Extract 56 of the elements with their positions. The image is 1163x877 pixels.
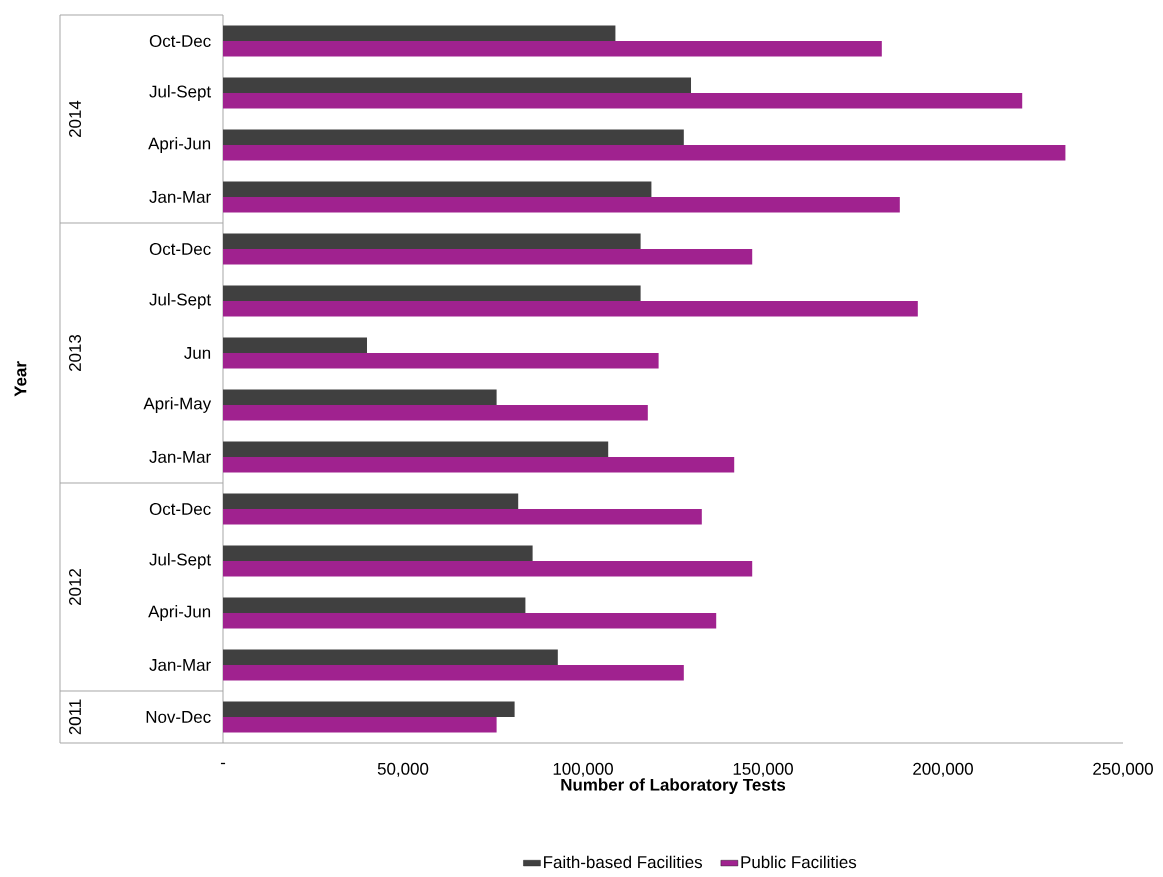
bar (223, 560, 753, 577)
bar (223, 181, 652, 197)
y-tick-label: Apri-Jun (148, 137, 211, 153)
y-tick-label: Jul-Sept (149, 293, 212, 309)
y-tick-label: Apri-May (143, 397, 212, 413)
bar (223, 285, 641, 301)
text: 2013 (69, 334, 82, 371)
y-tick-label: Oct-Dec (149, 502, 211, 515)
bar (223, 40, 882, 57)
bar (223, 404, 648, 421)
x-tick-label: 50,000 (377, 762, 429, 777)
bar (223, 701, 515, 717)
x-tick-label: 150,000 (733, 762, 793, 777)
bar (223, 545, 533, 561)
y-tick-label: Apri-Jun (148, 605, 211, 621)
legend-label: Faith-based Facilities (544, 855, 703, 869)
x-axis-title: Number of Laboratory Tests (561, 778, 786, 795)
y-tick-label: Jan-Mar (149, 451, 211, 463)
text: 2014 (69, 100, 82, 137)
x-tick-label: 250,000 (1093, 762, 1153, 777)
y-tick-label: Jun (184, 347, 211, 359)
bar (223, 493, 519, 509)
bar (223, 25, 616, 41)
y-tick-label: Jul-Sept (149, 553, 212, 569)
y-tick-label: Oct-Dec (149, 34, 211, 47)
bar (223, 456, 735, 473)
y-tick-label: Nov-Dec (146, 711, 211, 723)
bar (223, 77, 692, 93)
text: 2012 (69, 569, 82, 605)
bar (223, 92, 1023, 109)
bar (223, 441, 609, 457)
bar (223, 389, 497, 405)
bar (223, 597, 526, 613)
bar (223, 300, 918, 317)
bar (223, 337, 368, 353)
y-tick-label: Oct-Dec (149, 242, 211, 255)
bar (223, 233, 641, 249)
text: Year (14, 361, 27, 397)
bar (223, 196, 900, 213)
y-tick-label: Jan-Mar (149, 659, 211, 671)
bar (223, 717, 497, 733)
x-tick-label: - (220, 762, 226, 765)
text: 2011 (69, 699, 82, 735)
bar (223, 144, 1066, 161)
bar (223, 508, 702, 525)
legend-label: Public Facilities (741, 855, 857, 869)
x-tick-label: 100,000 (553, 762, 613, 777)
bar (223, 665, 684, 681)
y-tick-label: Jul-Sept (149, 85, 212, 101)
bar (223, 352, 659, 369)
bar (223, 649, 558, 665)
bar (223, 129, 684, 145)
y-tick-label: Jan-Mar (149, 191, 211, 203)
x-tick-label: 200,000 (913, 762, 973, 777)
bar (223, 612, 717, 629)
bar (223, 248, 753, 265)
